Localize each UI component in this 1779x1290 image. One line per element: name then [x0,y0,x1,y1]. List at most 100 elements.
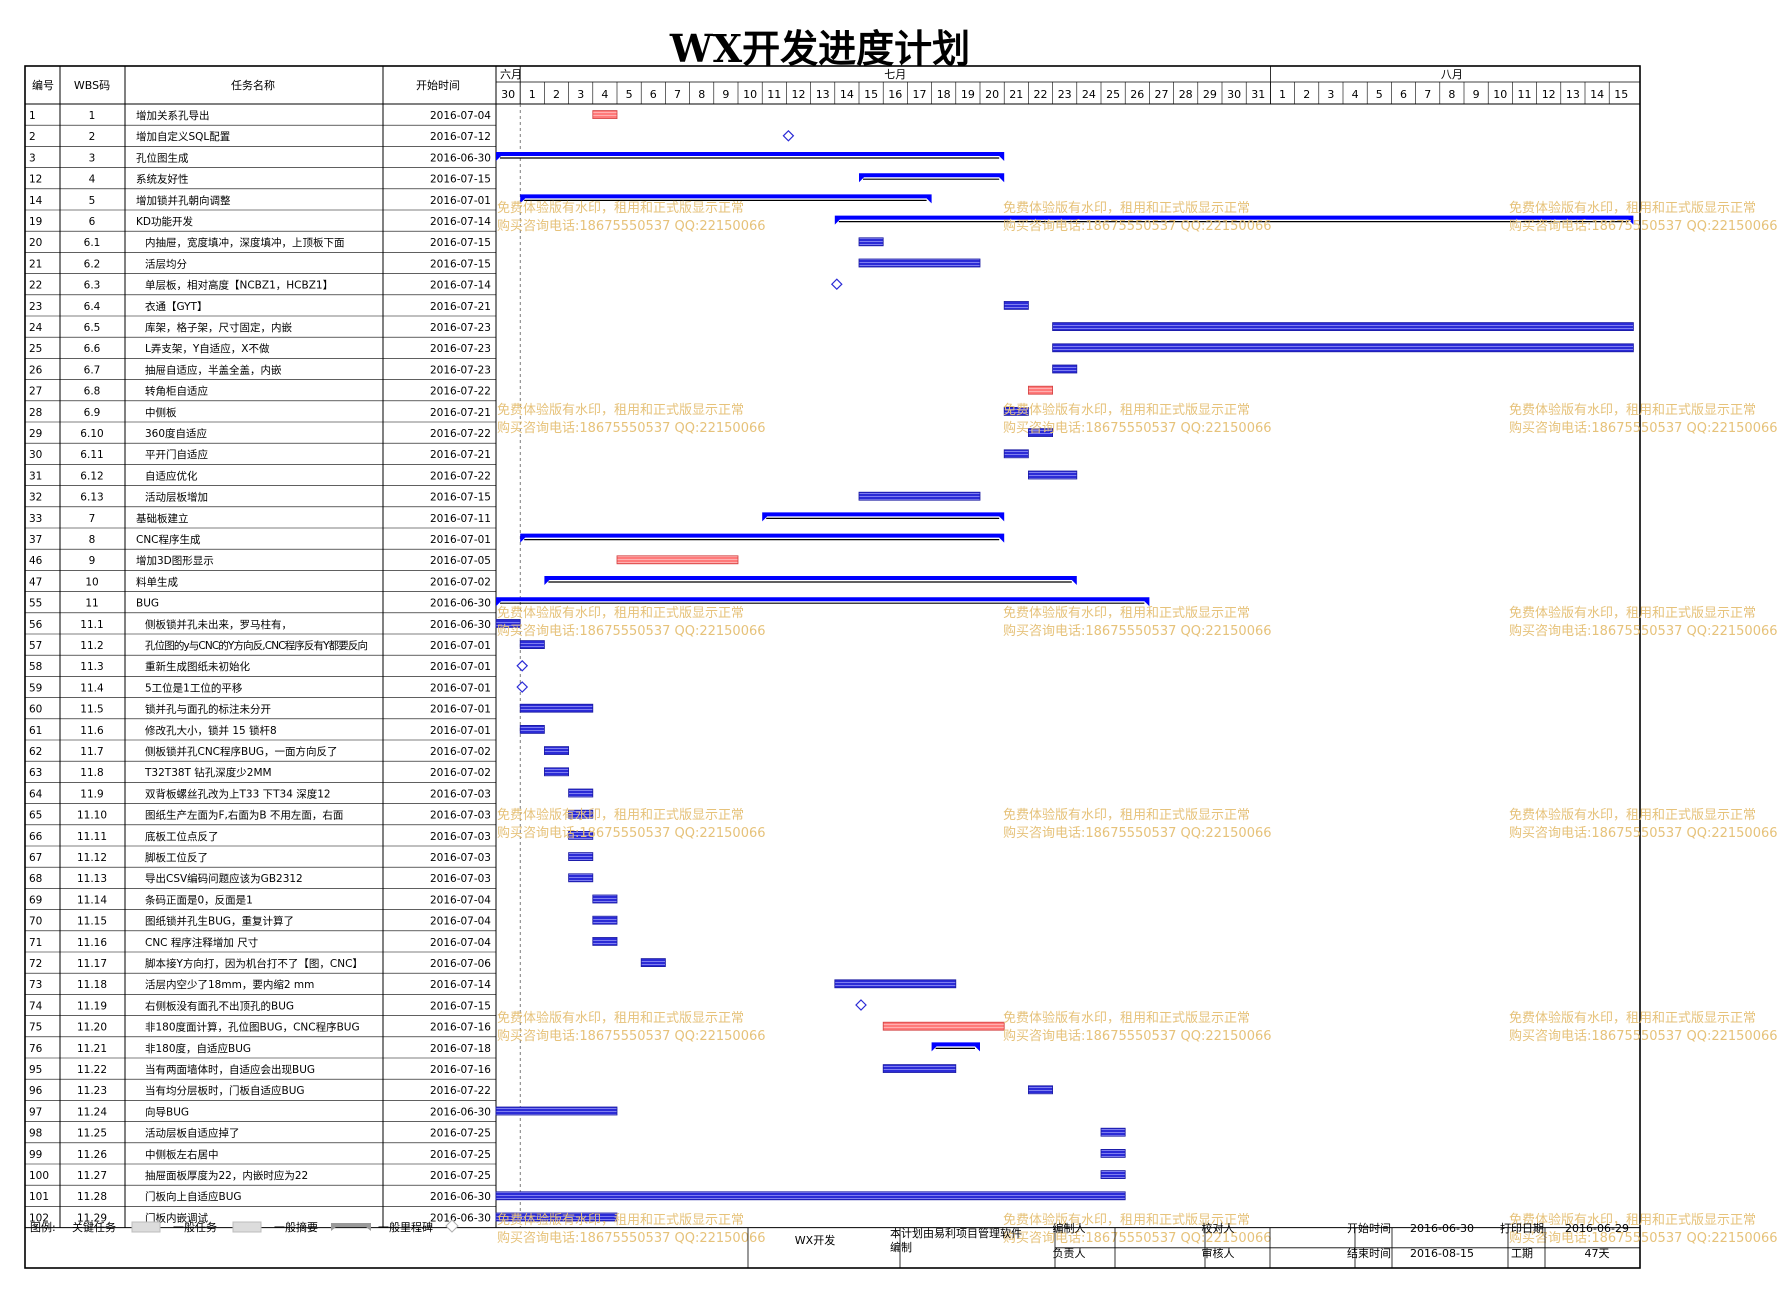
table-row: 55 11 BUG 2016-06-30 [29,598,491,610]
day-label: 3 [1327,88,1334,101]
task-num: 23 [29,301,42,313]
footer-print-label: 打印日期 [1500,1221,1544,1235]
task-name: 脚板工位反了 [145,851,208,864]
task-start: 2016-07-15 [430,258,491,270]
table-row: 25 6.6 L弄支架，Y自适应，X不做 2016-07-23 [29,342,491,355]
table-row: 57 11.2 孔位图的y与CNC的Y方向反,CNC程序反有Y都要反向 2016-07… [29,639,491,652]
task-start: 2016-06-30 [430,1212,491,1224]
footer-start-label: 开始时间 [1347,1221,1391,1235]
table-row: 32 6.13 活动层板增加 2016-07-15 [29,491,491,504]
task-num: 67 [29,852,42,864]
task-num: 65 [29,810,42,822]
table-row: 99 11.26 中侧板左右居中 2016-07-25 [29,1148,491,1161]
task-wbs: 11.1 [80,619,103,631]
task-name: 图纸锁并孔生BUG，重复计算了 [145,915,294,928]
task-start: 2016-07-15 [430,1000,491,1012]
table-row: 73 11.18 活层内空少了18mm，要内缩2 mm 2016-07-14 [29,978,491,991]
task-name: 锁并孔与面孔的标注未分开 [145,703,271,716]
task-start: 2016-07-05 [430,555,491,567]
task-num: 76 [29,1043,43,1055]
table-row: 28 6.9 中侧板 2016-07-21 [29,406,491,419]
task-start: 2016-07-22 [430,386,491,398]
task-num: 27 [29,386,42,398]
task-start: 2016-06-30 [430,1106,491,1118]
task-start: 2016-07-04 [430,937,491,949]
task-start: 2016-07-25 [430,1128,491,1140]
table-row: 101 11.28 门板向上自适应BUG 2016-06-30 [29,1190,491,1203]
table-row: 21 6.2 活层均分 2016-07-15 [29,258,491,270]
task-name: 自适应优化 [145,469,198,482]
task-start: 2016-07-23 [430,343,491,355]
task-bar [1003,406,1029,416]
task-start: 2016-06-30 [430,619,491,631]
task-num: 68 [29,873,42,885]
task-bar [519,703,594,713]
watermark-text: 免费体验版有水印，租用和正式版显示正常 [497,1010,744,1026]
task-name: 增加关系孔导出 [136,109,210,122]
task-num: 61 [29,725,42,737]
table-row: 69 11.14 条码正面是0，反面是1 2016-07-04 [29,893,491,906]
day-label: 23 [1058,88,1072,101]
task-wbs: 11.21 [77,1043,107,1055]
task-start: 2016-07-11 [430,513,491,525]
footer-duration-value: 47天 [1585,1247,1610,1260]
table-row: 27 6.8 转角柜自适应 2016-07-22 [29,385,491,398]
task-start: 2016-07-22 [430,428,491,440]
watermark-text: 购买咨询电话:18675550537 QQ:22150066 [1509,825,1778,841]
watermark-text: 免费体验版有水印，租用和正式版显示正常 [1509,605,1756,621]
footer-owner-label: 负责人 [1053,1246,1086,1260]
day-label: 4 [1352,88,1359,101]
task-start: 2016-07-16 [430,1064,491,1076]
task-bar [519,725,545,734]
watermark-text: 免费体验版有水印，租用和正式版显示正常 [497,807,744,823]
task-wbs: 6.13 [80,492,103,504]
table-row: 14 5 增加锁并孔朝向调整 2016-07-01 [29,194,491,207]
task-bar [568,809,594,819]
task-wbs: 11.2 [80,640,103,652]
table-row: 74 11.19 右侧板没有面孔不出顶孔的BUG 2016-07-15 [29,999,491,1012]
footer-duration-label: 工期 [1511,1247,1533,1260]
day-label: 10 [1493,88,1507,101]
task-num: 3 [29,152,36,164]
watermark-text: 免费体验版有水印，租用和正式版显示正常 [1509,807,1756,823]
task-num: 33 [29,513,42,525]
task-num: 30 [29,449,42,461]
task-name: T32T38T 钻孔深度少2MM [144,766,272,779]
task-start: 2016-07-03 [430,831,491,843]
legend-critical-label: 关键任务 [72,1220,116,1234]
task-start: 2016-07-01 [430,725,491,737]
day-label: 2 [553,88,560,101]
day-label: 15 [1614,88,1628,101]
table-row: 29 6.10 360度自适应 2016-07-22 [29,427,491,440]
task-num: 70 [29,916,42,928]
gantt-marks [495,110,1634,1222]
task-name: 5工位是1工位的平移 [145,681,243,694]
task-num: 97 [29,1106,42,1118]
task-num: 66 [29,831,43,843]
task-name: 向导BUG [145,1105,189,1118]
task-num: 96 [29,1085,43,1097]
task-num: 19 [29,216,42,228]
task-bar [592,937,618,946]
table-row: 2 2 增加自定义SQL配置 2016-07-12 [29,130,491,143]
table-row: 68 11.13 导出CSV编码问题应该为GB2312 2016-07-03 [29,872,491,885]
task-wbs: 11.27 [77,1170,107,1182]
table-row: 30 6.11 平开门自适应 2016-07-21 [29,448,491,461]
watermark-text: 购买咨询电话:18675550537 QQ:22150066 [497,1028,766,1044]
task-name: 导出CSV编码问题应该为GB2312 [145,872,303,885]
task-name: 非180度面计算，孔位图BUG，CNC程序BUG [145,1021,360,1034]
task-bar [882,1064,957,1073]
legend-summary-swatch [331,1223,371,1231]
table-row: 37 8 CNC程序生成 2016-07-01 [29,533,491,546]
task-start: 2016-07-02 [430,576,491,588]
summary-bar [834,215,1634,225]
table-row: 12 4 系统友好性 2016-07-15 [29,173,491,186]
day-label: 14 [1590,88,1604,101]
task-bar [858,491,981,501]
task-wbs: 11 [85,598,98,610]
task-wbs: 3 [89,152,96,164]
task-start: 2016-07-21 [430,407,491,419]
task-start: 2016-07-03 [430,810,491,822]
task-bar [1028,470,1078,480]
